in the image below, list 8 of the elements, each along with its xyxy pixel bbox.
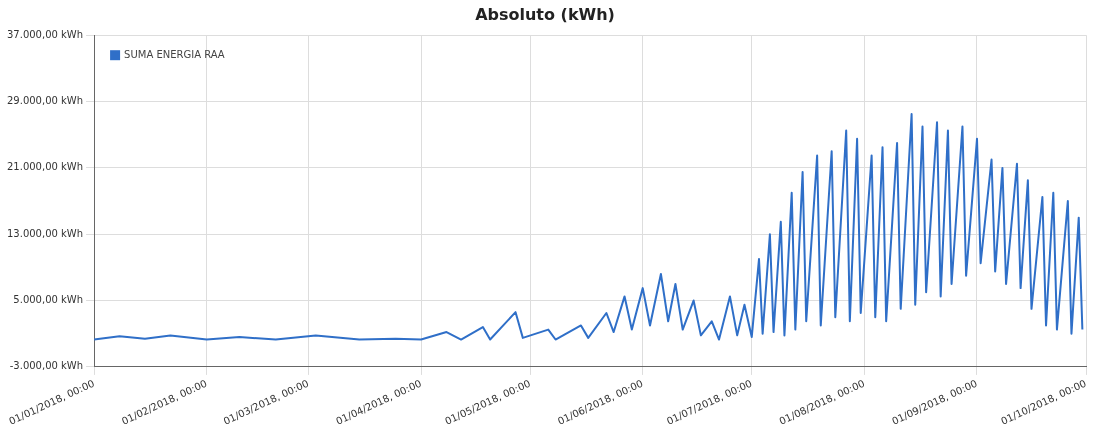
y-tick-label: 13.000,00 kWh — [7, 227, 84, 239]
y-tick-label: 21.000,00 kWh — [7, 161, 84, 173]
y-tick-label: 37.000,00 kWh — [7, 28, 84, 40]
y-tick-label: -3.000,00 kWh — [9, 360, 84, 372]
legend-label: SUMA ENERGIA RAA — [124, 48, 225, 60]
y-tick-label: 5.000,00 kWh — [13, 294, 84, 306]
y-tick-label: 29.000,00 kWh — [7, 95, 84, 107]
chart-title: Absoluto (kWh) — [475, 4, 615, 24]
